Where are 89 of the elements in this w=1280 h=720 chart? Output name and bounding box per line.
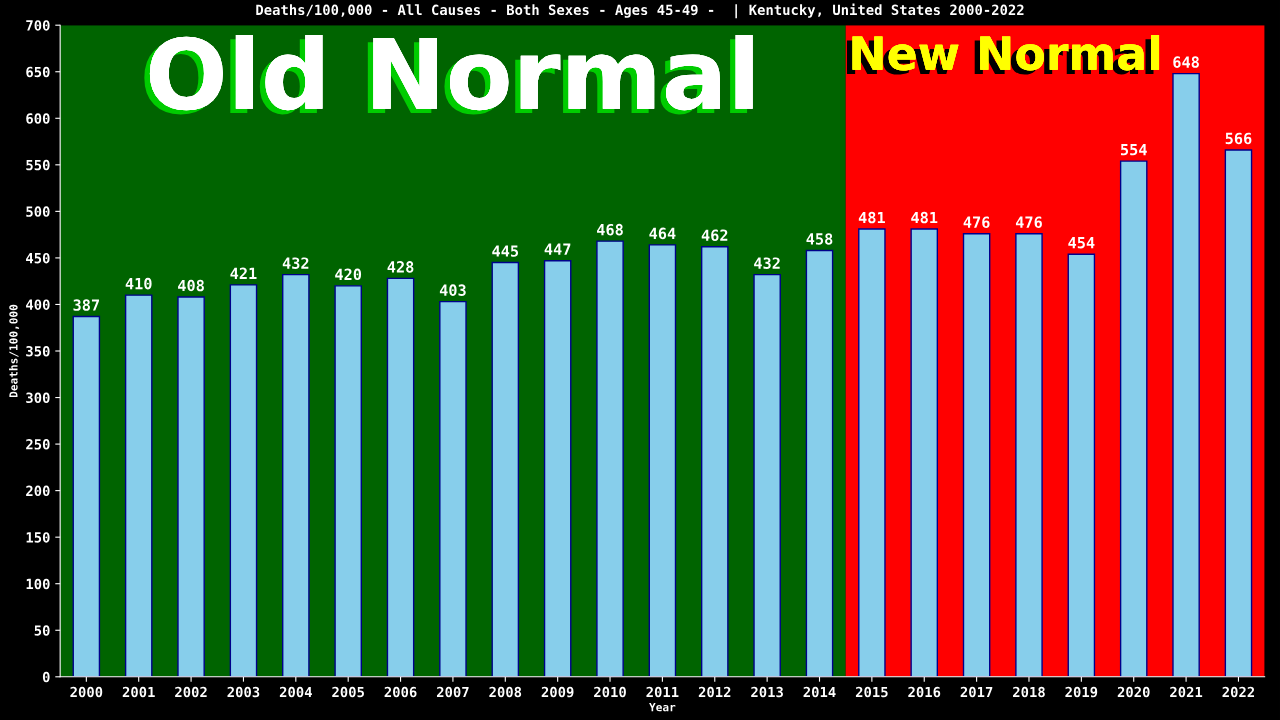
data-label: 458: [806, 233, 833, 245]
bar: [1015, 233, 1043, 677]
data-label: 464: [649, 227, 676, 240]
bar: [805, 249, 834, 677]
bar: [282, 273, 310, 677]
data-label: 408: [178, 279, 204, 292]
data-label: 428: [387, 261, 414, 273]
data-label: 410: [125, 277, 152, 290]
y-tick-label: 0: [42, 671, 50, 683]
y-tick-label: 300: [26, 392, 50, 404]
x-tick-label: 2005: [332, 686, 364, 698]
y-tick-label: 550: [26, 159, 50, 171]
data-label: 432: [282, 257, 309, 269]
data-label: 454: [1068, 237, 1095, 249]
x-tick-label: 2017: [960, 686, 993, 698]
x-tick-label: 2008: [489, 686, 522, 698]
data-label: 421: [230, 267, 257, 279]
data-label: 462: [701, 229, 728, 242]
data-label: 566: [1225, 132, 1252, 145]
x-tick-label: 2011: [646, 686, 679, 698]
y-tick-label: 700: [26, 20, 50, 31]
x-tick-label: 2004: [279, 686, 312, 698]
bar: [229, 284, 258, 677]
x-tick-label: 2001: [122, 686, 155, 698]
bar: [543, 260, 572, 677]
bar: [1119, 160, 1148, 677]
band-label: New Normal: [846, 34, 1160, 75]
bar: [1067, 253, 1096, 677]
data-label: 648: [1173, 56, 1199, 68]
bar: [439, 300, 467, 677]
x-tick-label: 2009: [541, 686, 574, 698]
x-tick-label: 2012: [698, 686, 731, 698]
data-label: 481: [911, 211, 938, 224]
bar: [962, 233, 991, 677]
data-label: 468: [597, 223, 623, 236]
band-label: Old Normal: [144, 34, 753, 115]
y-tick-label: 200: [26, 485, 50, 497]
x-tick-label: 2006: [384, 686, 417, 698]
y-tick-label: 250: [26, 439, 50, 450]
data-label: 420: [335, 268, 362, 281]
y-tick-label: 650: [26, 66, 50, 78]
bar: [177, 296, 205, 677]
bar: [858, 228, 886, 677]
y-tick-label: 150: [26, 532, 50, 543]
x-tick-label: 2021: [1170, 686, 1203, 698]
bar: [910, 228, 939, 677]
data-label: 447: [544, 243, 571, 255]
x-tick-label: 2002: [175, 686, 207, 698]
bar: [72, 315, 101, 677]
data-label: 554: [1120, 144, 1147, 156]
y-tick-label: 50: [34, 625, 50, 636]
x-tick-label: 2019: [1065, 686, 1098, 698]
x-tick-label: 2020: [1117, 686, 1150, 698]
x-tick-label: 2022: [1222, 686, 1255, 698]
x-tick-label: 2003: [227, 686, 260, 698]
bar: [648, 244, 677, 677]
y-axis-title: Deaths/100,000: [9, 304, 20, 398]
y-tick-label: 400: [26, 299, 50, 310]
bar: [1172, 72, 1200, 677]
x-tick-label: 2018: [1013, 686, 1045, 698]
data-label: 476: [1015, 216, 1042, 228]
x-tick-label: 2014: [803, 686, 836, 698]
bar: [596, 240, 624, 677]
x-tick-label: 2010: [594, 686, 626, 698]
y-tick-label: 500: [26, 206, 50, 217]
y-tick-label: 350: [26, 345, 50, 357]
chart-title: Deaths/100,000 - All Causes - Both Sexes - Ages 45-49 - | Kentucky, United States 2000-2022: [256, 3, 1024, 19]
x-tick-label: 2000: [70, 686, 103, 698]
bar: [334, 285, 362, 677]
y-tick-label: 100: [26, 578, 50, 590]
bar: [386, 277, 415, 677]
bar: [124, 294, 153, 677]
x-tick-label: 2015: [855, 686, 888, 698]
bar: [491, 261, 520, 677]
bar: [753, 273, 781, 677]
data-label: 387: [73, 299, 99, 311]
data-label: 481: [858, 211, 885, 224]
data-label: 476: [963, 216, 990, 228]
data-label: 445: [492, 245, 519, 257]
data-label: 403: [439, 284, 466, 296]
bar: [1224, 149, 1253, 677]
bar: [700, 246, 729, 677]
x-tick-label: 2013: [751, 686, 783, 698]
data-label: 432: [754, 257, 780, 269]
x-axis-title: Year: [649, 703, 676, 712]
y-tick-label: 600: [26, 113, 50, 124]
x-tick-label: 2007: [436, 686, 469, 698]
x-tick-label: 2016: [908, 686, 941, 698]
y-tick-label: 450: [26, 252, 50, 264]
